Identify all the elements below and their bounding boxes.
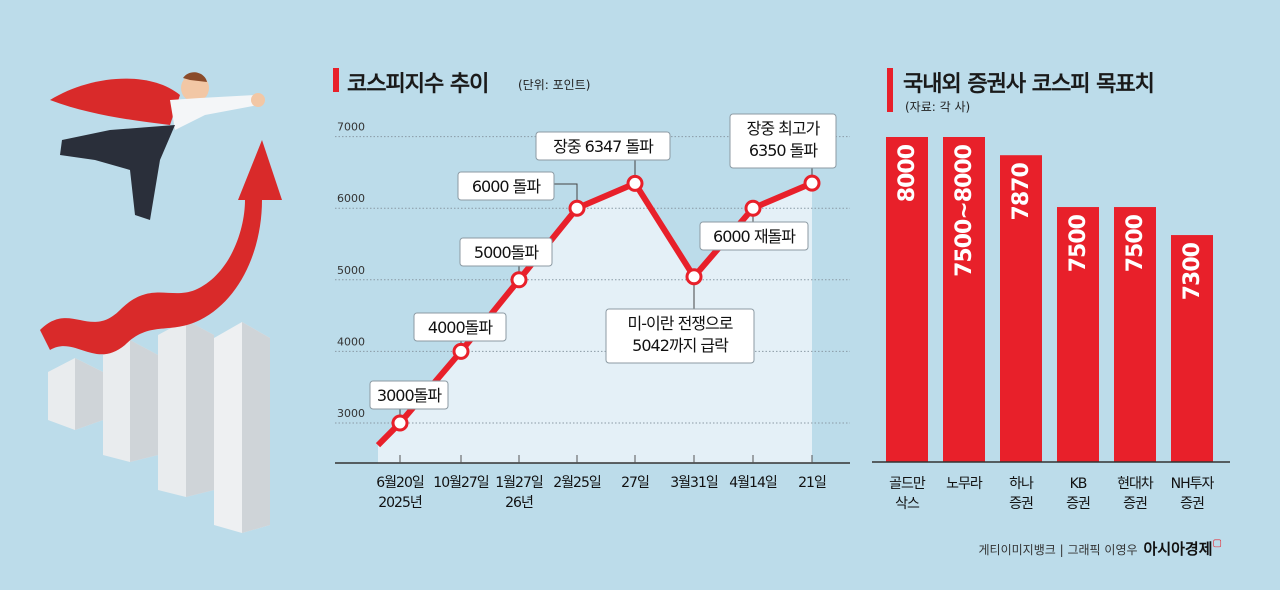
y-tick-label: 5000 — [337, 264, 365, 277]
bar-value-label: 8000 — [895, 144, 920, 202]
x-tick-label: 27일 — [621, 475, 649, 491]
bar — [943, 137, 985, 462]
businessman-illustration — [40, 72, 282, 533]
annotation-box — [535, 131, 671, 161]
annotation-label: 미-이란 전쟁으로 5042까지 급락 — [628, 314, 733, 355]
brand-logo: 아시아경제 — [1143, 540, 1213, 558]
bar-category-label: 노무라 — [946, 476, 983, 492]
bar-category-label: 하나 증권 — [1009, 476, 1034, 512]
y-tick-label: 4000 — [337, 335, 365, 348]
data-point — [685, 268, 703, 286]
annotation-label: 장중 6347 돌파 — [553, 137, 654, 156]
annotation-box — [699, 221, 809, 251]
bar — [1114, 207, 1156, 462]
annotation-box — [729, 113, 837, 169]
bar-category-label: NH투자 증권 — [1171, 476, 1215, 512]
annotation-box — [457, 171, 555, 201]
bar — [1171, 235, 1213, 462]
chart-area-fill — [378, 183, 812, 463]
x-tick-label: 2월25일 — [553, 475, 601, 491]
data-point — [568, 199, 586, 217]
red-arrow-ribbon — [40, 140, 282, 355]
bar-blocks — [48, 320, 270, 533]
title-accent-bar — [887, 68, 893, 112]
data-point — [391, 414, 409, 432]
data-point — [510, 271, 528, 289]
x-tick-label: 10월27일 — [433, 475, 489, 491]
annotation-box — [413, 312, 507, 342]
x-tick-label: 1월27일 26년 — [495, 475, 543, 511]
data-point — [626, 174, 644, 192]
annotation-label: 6000 재돌파 — [713, 227, 796, 246]
bar — [1057, 207, 1099, 462]
bar-chart-source: (자료: 각 사) — [905, 100, 971, 114]
annotation-label: 6000 돌파 — [472, 177, 542, 196]
flying-businessman — [50, 72, 265, 220]
line-chart-unit: (단위: 포인트) — [518, 78, 591, 92]
bar-category-label: KB 증권 — [1066, 476, 1090, 512]
x-tick-label: 4월14일 — [729, 475, 777, 491]
annotation-label: 5000돌파 — [474, 243, 539, 262]
y-tick-label: 3000 — [337, 407, 365, 420]
annotation-box — [605, 308, 755, 364]
credit: 게티이미지뱅크 | 그래픽 이영우 아시아경제▢ — [978, 538, 1222, 558]
x-tick-label: 21일 — [798, 475, 826, 491]
x-tick-label: 6월20일 2025년 — [376, 475, 424, 511]
target-bar-chart: 8000 골드만 삭스 7500~8000 노무라 7870 하나 증권 7500 KB 증권 750… — [872, 137, 1230, 512]
bar-value-label: 7870 — [1009, 163, 1034, 221]
kospi-line-chart: 3000 4000 5000 6000 7000 6월20일 2025년 10월27일 1월27… — [335, 113, 850, 511]
bar — [886, 137, 928, 462]
x-tick-label: 3월31일 — [670, 475, 718, 491]
annotation-label: 3000돌파 — [377, 386, 442, 405]
bar-value-label: 7500 — [1123, 214, 1148, 272]
bar — [1000, 155, 1042, 462]
title-accent-bar — [333, 68, 339, 92]
bar-category-label: 골드만 삭스 — [889, 476, 926, 512]
bar-value-label: 7300 — [1180, 242, 1205, 300]
bar-value-label: 7500 — [1066, 214, 1091, 272]
data-point — [744, 199, 762, 217]
annotation-label: 장중 최고가 6350 돌파 — [747, 119, 821, 160]
bar-value-label: 7500~8000 — [952, 144, 977, 277]
y-tick-label: 7000 — [337, 121, 365, 134]
bar-chart-title: 국내외 증권사 코스피 목표치 — [903, 72, 1155, 97]
annotation-box — [459, 237, 553, 267]
data-point — [803, 174, 821, 192]
line-chart-title: 코스피지수 추이 — [347, 72, 489, 97]
y-tick-label: 6000 — [337, 192, 365, 205]
bar-category-label: 현대차 증권 — [1117, 476, 1154, 512]
data-point — [452, 342, 470, 360]
credit-text: 게티이미지뱅크 | 그래픽 이영우 — [978, 543, 1138, 557]
annotation-box — [369, 380, 449, 410]
annotation-label: 4000돌파 — [428, 318, 493, 337]
